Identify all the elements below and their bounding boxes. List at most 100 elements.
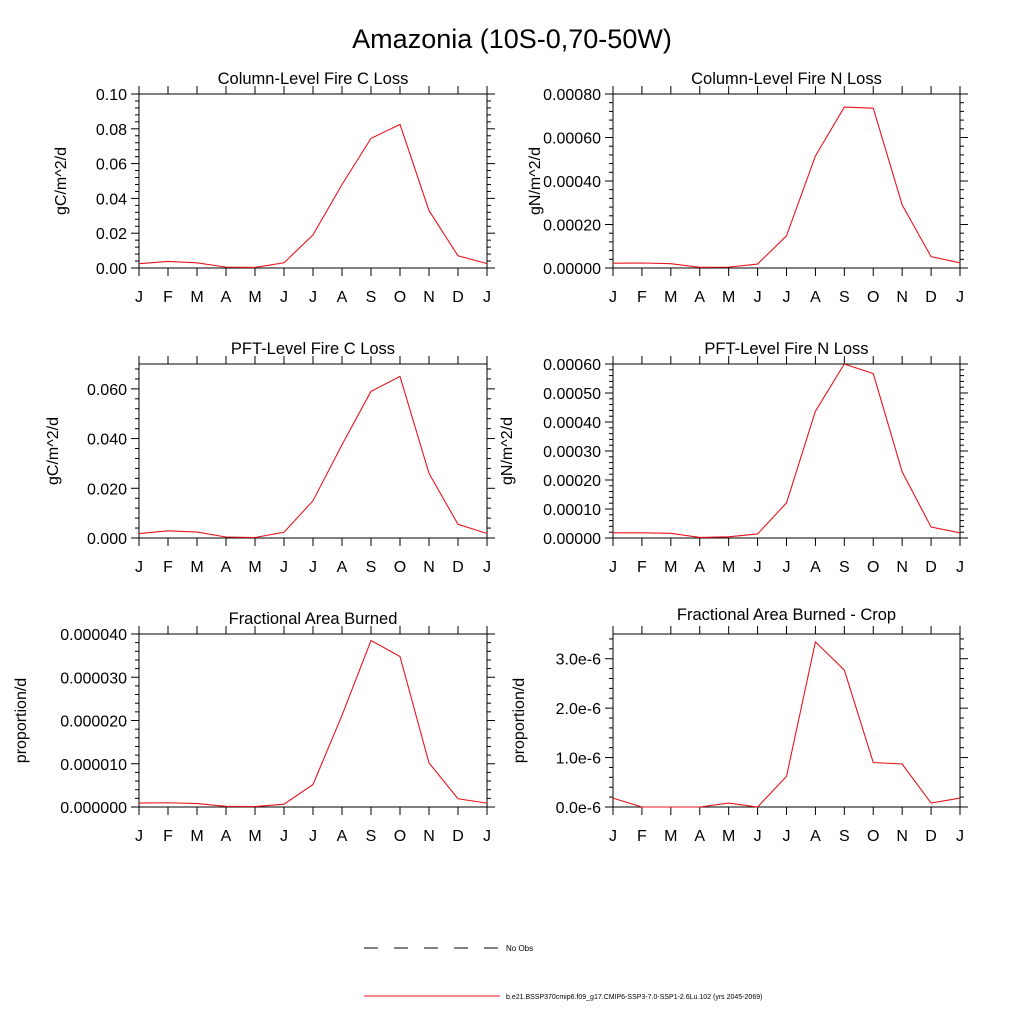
x-tick-label: M xyxy=(248,828,261,845)
x-tick-label: J xyxy=(280,559,288,576)
plot-frame xyxy=(138,363,488,539)
y-tick-label: 0.00 xyxy=(96,261,127,278)
series-line-1 xyxy=(138,639,488,808)
x-tick-label: A xyxy=(337,289,348,306)
x-tick-label: F xyxy=(163,559,173,576)
chart-title: Fractional Area Burned - Crop xyxy=(677,606,896,624)
plot-frame xyxy=(612,633,961,808)
y-tick-label: 0.000 xyxy=(87,531,127,548)
y-tick-label: 3.0e-6 xyxy=(556,652,601,669)
y-tick-label: 0.040 xyxy=(87,432,127,449)
x-tick-label: S xyxy=(366,559,377,576)
x-tick-label: J xyxy=(754,828,762,845)
y-tick-label: 0.00050 xyxy=(543,386,601,403)
y-tick-label: 0.000030 xyxy=(60,670,127,687)
chart-title: PFT-Level Fire C Loss xyxy=(231,340,395,358)
x-tick-label: D xyxy=(925,828,937,845)
x-tick-label: A xyxy=(694,828,705,845)
chart-panel-4: J F M A M J J A S O N D J0.000000.000100.000200.0003… xyxy=(499,340,968,576)
x-tick-label: J xyxy=(135,289,143,306)
x-tick-label: A xyxy=(810,559,821,576)
series-line-1 xyxy=(613,363,961,538)
y-tick-label: 1.0e-6 xyxy=(556,751,601,768)
x-tick-label: S xyxy=(839,828,850,845)
chart-panel-5: J F M A M J J A S O N D J0.0000000.0000100.0000200.0… xyxy=(13,610,495,845)
x-tick-label: J xyxy=(956,559,964,576)
figure-title: Amazonia (10S-0,70-50W) xyxy=(352,24,672,54)
y-tick-label: 0.00040 xyxy=(543,415,601,432)
x-tick-label: N xyxy=(423,559,435,576)
x-tick-label: J xyxy=(280,828,288,845)
x-tick-label: N xyxy=(896,828,908,845)
y-axis-label: proportion/d xyxy=(511,678,528,763)
chart-panel-3: J F M A M J J A S O N D J0.0000.0200.0400.060PFT-Lev… xyxy=(45,340,495,576)
x-tick-label: A xyxy=(221,289,232,306)
series-line-1 xyxy=(138,375,488,539)
y-axis-label: proportion/d xyxy=(13,678,30,763)
x-tick-label: A xyxy=(337,828,348,845)
x-tick-label: O xyxy=(394,828,406,845)
plot-frame xyxy=(138,93,488,269)
x-tick-label: J xyxy=(483,559,491,576)
y-tick-label: 0.00000 xyxy=(543,531,601,548)
y-axis-label: gN/m^2/d xyxy=(499,417,516,485)
y-tick-label: 0.00060 xyxy=(543,131,601,148)
x-tick-label: J xyxy=(754,559,762,576)
y-tick-label: 0.04 xyxy=(96,191,127,208)
y-tick-label: 0.00080 xyxy=(543,87,601,104)
x-tick-label: A xyxy=(221,828,232,845)
x-tick-label: M xyxy=(664,289,677,306)
y-tick-label: 0.06 xyxy=(96,157,127,174)
plot-frame xyxy=(612,93,961,269)
x-tick-label: F xyxy=(163,289,173,306)
x-tick-label: J xyxy=(135,828,143,845)
series-line-1 xyxy=(612,640,961,808)
x-tick-label: J xyxy=(956,828,964,845)
x-tick-label: N xyxy=(896,289,908,306)
x-tick-label: M xyxy=(722,559,735,576)
x-tick-label: J xyxy=(309,289,317,306)
x-tick-label: J xyxy=(483,828,491,845)
x-tick-label: F xyxy=(637,289,647,306)
x-tick-label: O xyxy=(867,289,879,306)
x-tick-label: N xyxy=(896,559,908,576)
x-tick-label: S xyxy=(366,289,377,306)
y-tick-label: 0.000020 xyxy=(60,714,127,731)
legend: No Obs b.e21.BSSP370cmip6.f09_g17.CMIP6-… xyxy=(364,944,762,1001)
chart-title: Column-Level Fire N Loss xyxy=(691,70,882,88)
x-tick-label: A xyxy=(810,289,821,306)
legend-model-label: b.e21.BSSP370cmip6.f09_g17.CMIP6-SSP3-7.… xyxy=(506,994,762,1001)
x-tick-label: D xyxy=(452,289,464,306)
y-axis-label: gC/m^2/d xyxy=(53,147,70,215)
x-tick-label: J xyxy=(754,289,762,306)
y-tick-label: 0.00040 xyxy=(543,174,601,191)
y-tick-label: 0.00060 xyxy=(543,357,601,374)
y-tick-label: 0.00020 xyxy=(543,218,601,235)
x-tick-label: J xyxy=(783,828,791,845)
x-tick-label: O xyxy=(394,289,406,306)
legend-obs-label: No Obs xyxy=(506,944,533,953)
y-tick-label: 0.020 xyxy=(87,481,127,498)
x-tick-label: N xyxy=(423,289,435,306)
y-tick-label: 2.0e-6 xyxy=(556,701,601,718)
x-tick-label: O xyxy=(394,559,406,576)
x-tick-label: J xyxy=(783,559,791,576)
y-tick-label: 0.02 xyxy=(96,226,127,243)
y-tick-label: 0.10 xyxy=(96,87,127,104)
x-tick-label: M xyxy=(664,828,677,845)
x-tick-label: D xyxy=(452,828,464,845)
x-tick-label: M xyxy=(190,289,203,306)
x-tick-label: D xyxy=(452,559,464,576)
series-line-1 xyxy=(612,106,961,268)
x-tick-label: A xyxy=(694,289,705,306)
y-tick-label: 0.00010 xyxy=(543,502,601,519)
x-tick-label: M xyxy=(190,559,203,576)
x-tick-label: F xyxy=(163,828,173,845)
panel-grid: J F M A M J J A S O N D J0.000.020.040.060.080.10Col… xyxy=(13,70,968,845)
x-tick-label: J xyxy=(783,289,791,306)
x-tick-label: J xyxy=(309,828,317,845)
plot-frame xyxy=(138,633,488,808)
x-tick-label: J xyxy=(280,289,288,306)
chart-title: Column-Level Fire C Loss xyxy=(218,70,409,88)
